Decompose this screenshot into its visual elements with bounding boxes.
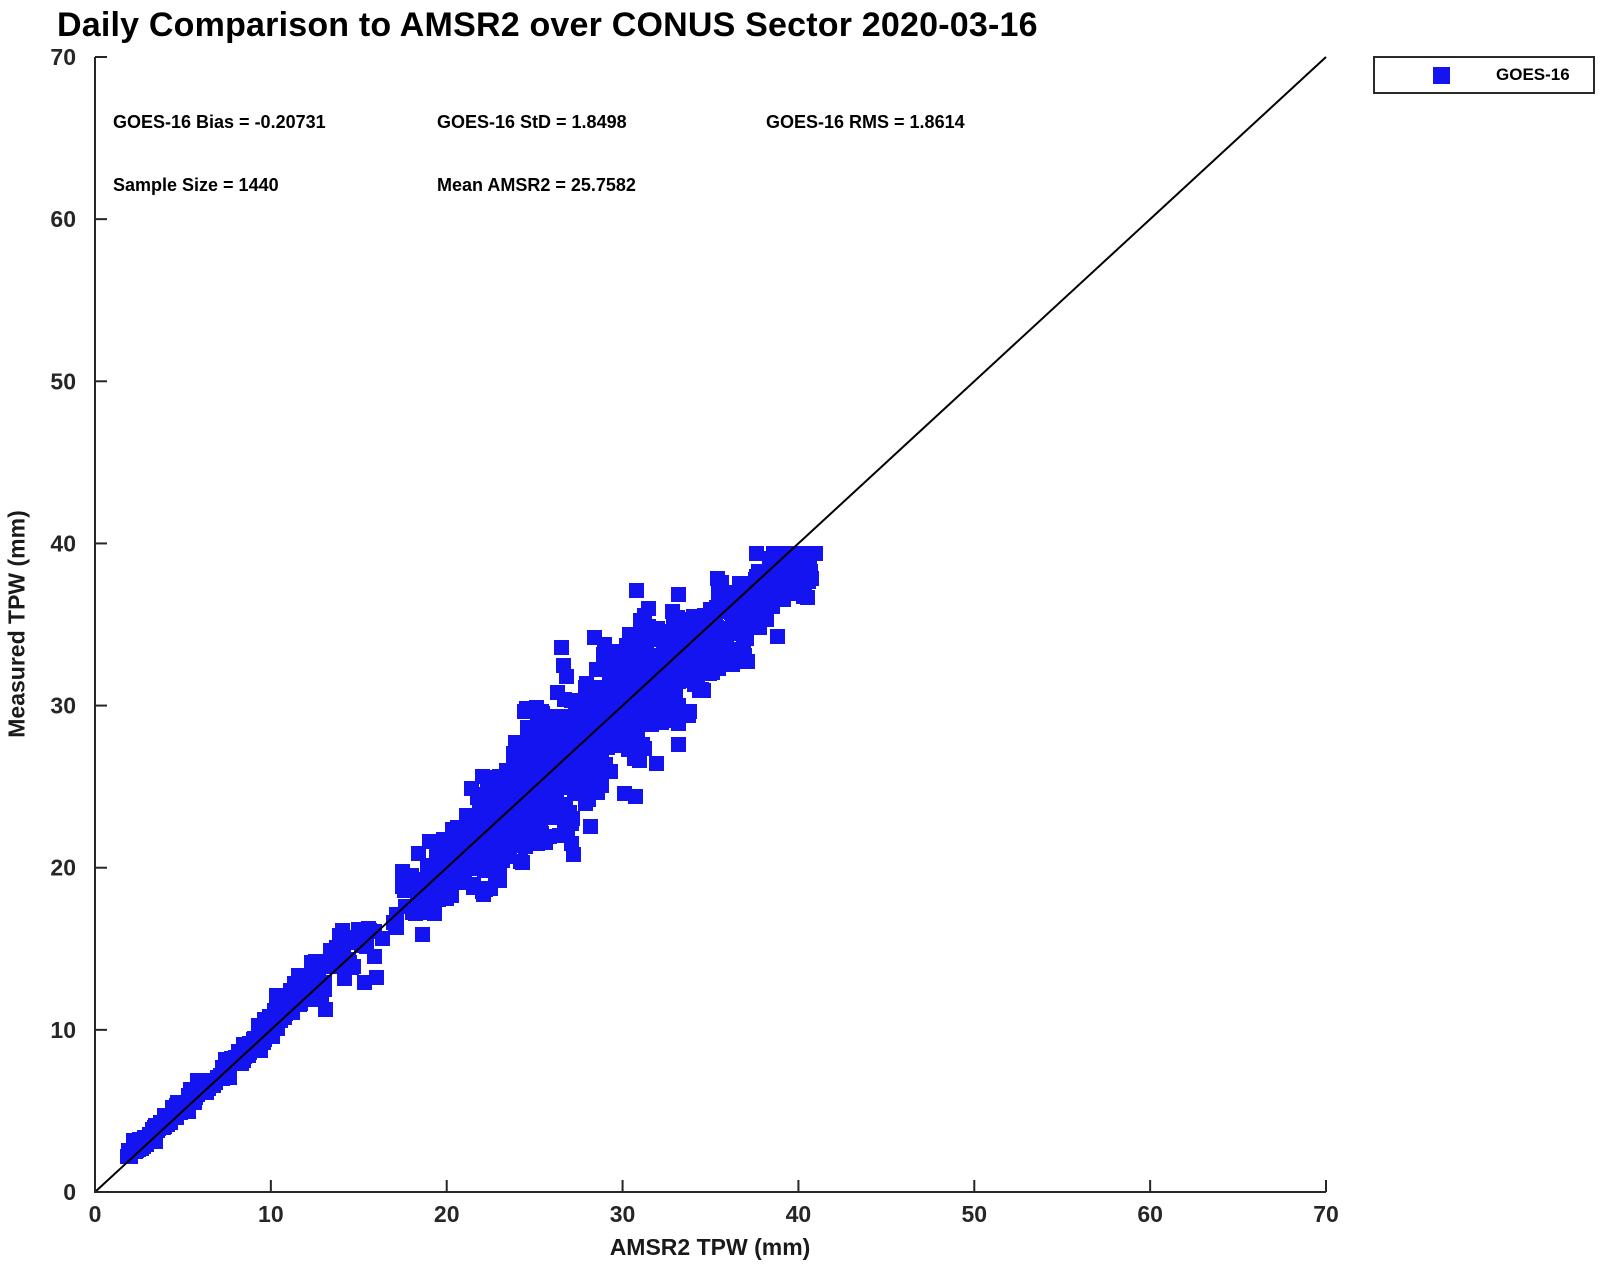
svg-text:50: 50 [50,368,76,394]
legend-marker-square-icon [1433,66,1450,84]
svg-text:40: 40 [786,1201,812,1227]
svg-text:60: 60 [50,206,76,232]
svg-text:70: 70 [50,44,76,70]
axis-tick-labels: 0 10 20 30 40 50 60 70 0 10 20 30 40 50 60 70 [50,44,1338,1227]
svg-text:20: 20 [50,855,76,881]
stat-sample-size: Sample Size = 1440 [113,175,279,195]
y-axis-label: Measured TPW (mm) [3,510,30,738]
svg-text:10: 10 [258,1201,284,1227]
svg-text:20: 20 [434,1201,460,1227]
svg-text:40: 40 [50,530,76,556]
svg-text:50: 50 [961,1201,987,1227]
svg-text:10: 10 [50,1017,76,1043]
svg-text:70: 70 [1313,1201,1339,1227]
stat-mean-amsr2: Mean AMSR2 = 25.7582 [437,175,636,195]
svg-text:30: 30 [50,693,76,719]
stat-std: GOES-16 StD = 1.8498 [437,112,627,132]
svg-text:60: 60 [1137,1201,1163,1227]
identity-line [94,56,1327,1193]
chart-title: Daily Comparison to AMSR2 over CONUS Sec… [57,6,1038,44]
svg-text:0: 0 [89,1201,102,1227]
legend-label-goes16: GOES-16 [1496,65,1570,84]
x-axis-label: AMSR2 TPW (mm) [609,1234,811,1260]
axis-ticks [94,56,1327,1193]
svg-text:0: 0 [63,1179,76,1205]
legend: GOES-16 [1373,56,1595,94]
stat-bias: GOES-16 Bias = -0.20731 [113,112,326,132]
stat-rms: GOES-16 RMS = 1.8614 [766,112,965,132]
svg-text:30: 30 [610,1201,636,1227]
